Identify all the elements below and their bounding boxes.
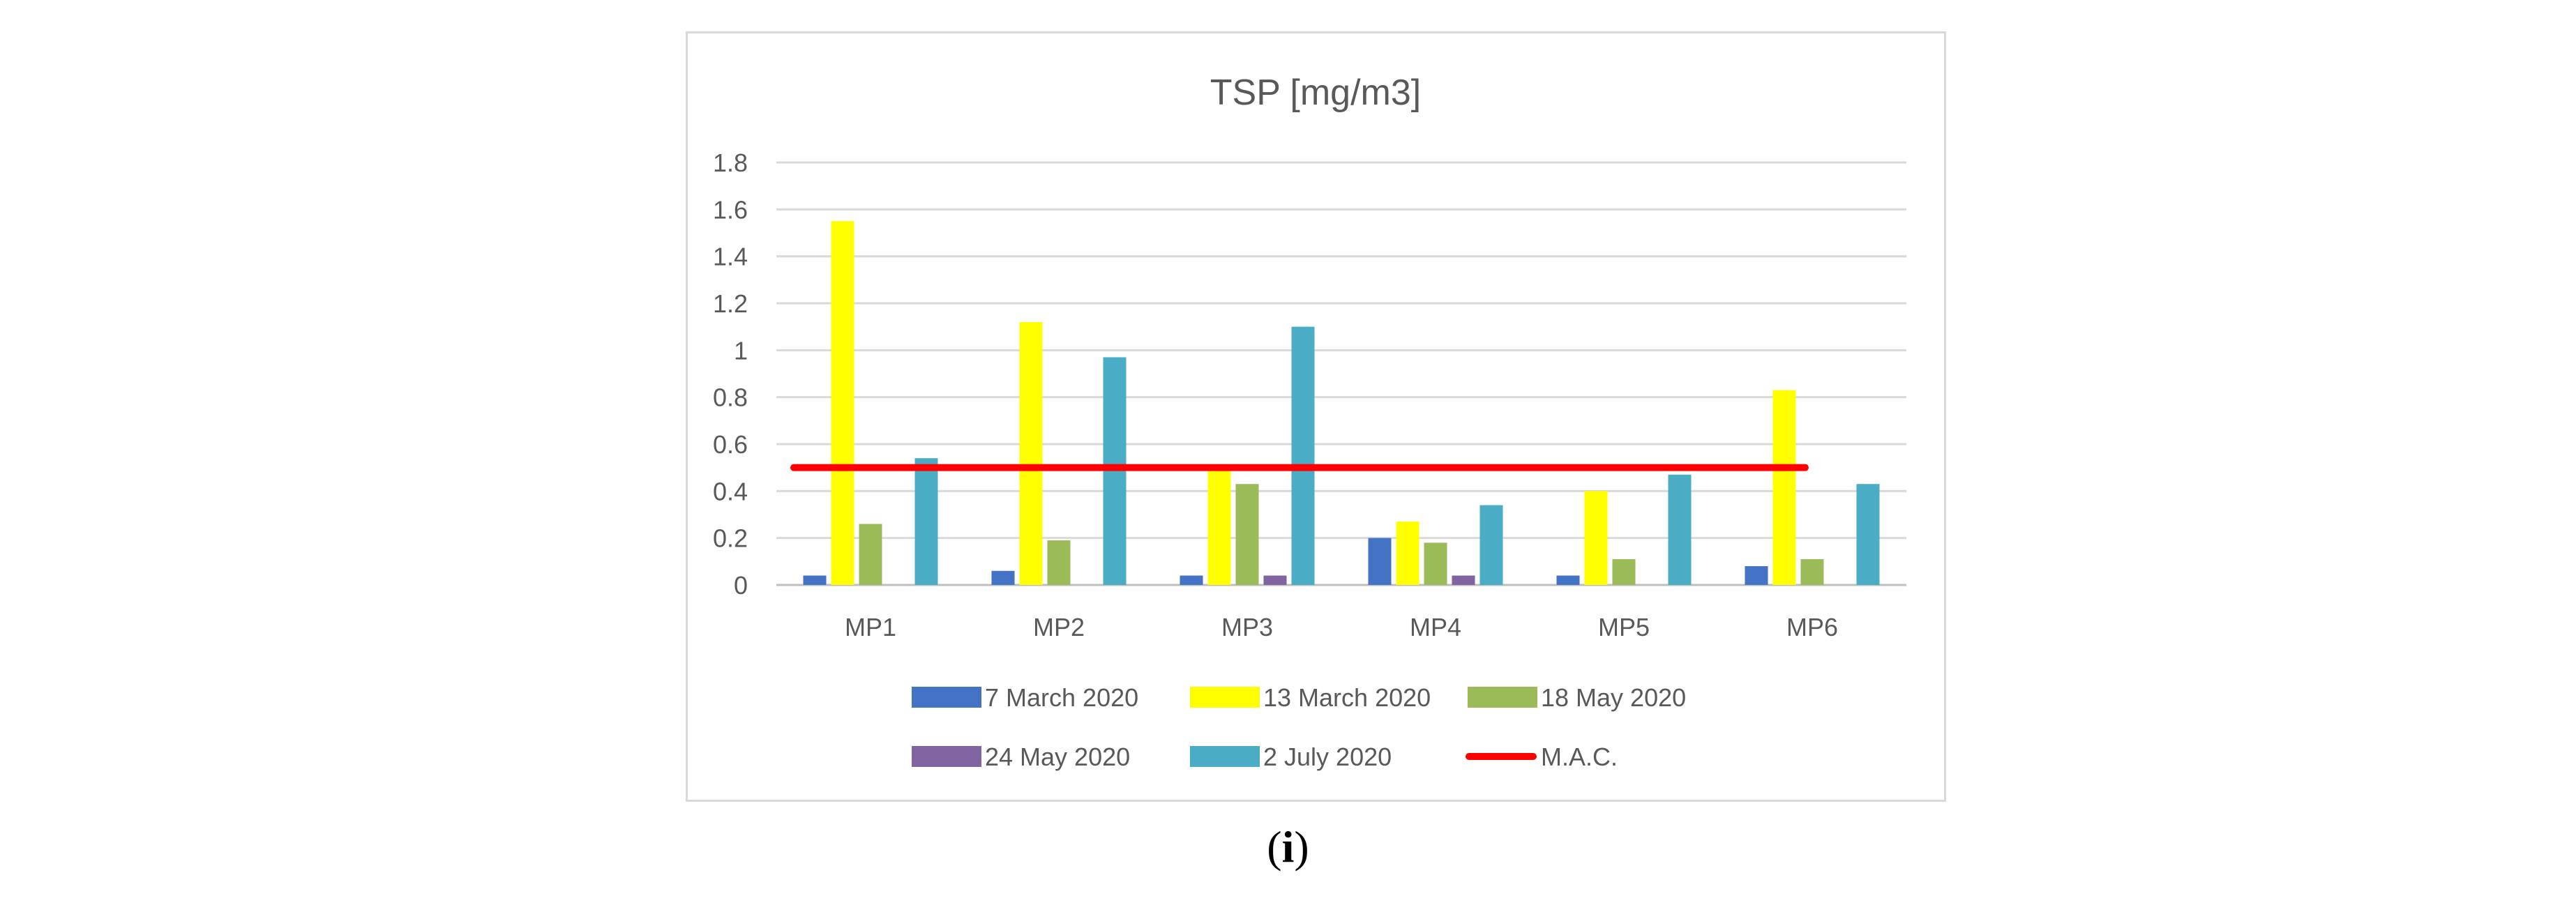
legend-label: 2 July 2020 bbox=[1263, 743, 1392, 771]
y-tick-label: 0.8 bbox=[713, 383, 748, 412]
y-tick-label: 0.2 bbox=[713, 524, 748, 553]
legend-swatch bbox=[1468, 687, 1537, 708]
bar bbox=[1745, 566, 1768, 585]
bar bbox=[1291, 326, 1315, 585]
bar bbox=[1047, 540, 1071, 585]
legend-swatch bbox=[1190, 746, 1260, 767]
y-tick-label: 0 bbox=[734, 571, 748, 600]
x-tick-label: MP2 bbox=[1033, 613, 1085, 641]
bar bbox=[1103, 357, 1127, 585]
x-tick-label: MP5 bbox=[1598, 613, 1650, 641]
x-tick-label: MP6 bbox=[1786, 613, 1838, 641]
bar bbox=[1368, 538, 1392, 585]
legend-label: 18 May 2020 bbox=[1541, 683, 1686, 712]
panel-label: (i) bbox=[0, 821, 2576, 873]
bar bbox=[914, 458, 938, 585]
bar bbox=[859, 524, 882, 585]
bar bbox=[1772, 390, 1796, 585]
legend-label: M.A.C. bbox=[1541, 743, 1618, 771]
chart-frame bbox=[686, 31, 1946, 802]
bar bbox=[803, 575, 827, 585]
legend-label: 24 May 2020 bbox=[985, 743, 1130, 771]
y-tick-label: 1 bbox=[734, 336, 748, 365]
y-tick-label: 0.6 bbox=[713, 430, 748, 459]
bar bbox=[1556, 575, 1580, 585]
legend-label: 13 March 2020 bbox=[1263, 683, 1431, 712]
bar bbox=[1396, 522, 1419, 585]
bar bbox=[1424, 542, 1447, 585]
x-tick-label: MP4 bbox=[1410, 613, 1461, 641]
bar bbox=[1479, 505, 1503, 585]
x-tick-label: MP3 bbox=[1221, 613, 1273, 641]
bar bbox=[1612, 558, 1636, 585]
bar bbox=[831, 221, 854, 586]
bar bbox=[1856, 484, 1880, 585]
bar bbox=[1800, 558, 1824, 585]
bar bbox=[1584, 491, 1608, 585]
y-tick-label: 0.4 bbox=[713, 477, 748, 505]
bar bbox=[1180, 575, 1203, 585]
panel-label-close: ) bbox=[1294, 822, 1309, 872]
bar bbox=[1235, 484, 1259, 585]
y-tick-label: 1.2 bbox=[713, 289, 748, 318]
x-tick-label: MP1 bbox=[845, 613, 896, 641]
bar bbox=[1668, 474, 1692, 585]
panel-label-letter: i bbox=[1281, 822, 1295, 872]
chart-title: TSP [mg/m3] bbox=[1210, 73, 1421, 113]
legend-swatch bbox=[912, 746, 981, 767]
bar bbox=[1207, 467, 1231, 585]
legend-label: 7 March 2020 bbox=[985, 683, 1138, 712]
bar bbox=[991, 570, 1015, 585]
y-tick-label: 1.8 bbox=[713, 149, 748, 177]
legend-swatch bbox=[1190, 687, 1260, 708]
bar bbox=[1263, 575, 1287, 585]
y-tick-label: 1.4 bbox=[713, 243, 748, 271]
bar bbox=[1019, 321, 1043, 585]
bar bbox=[1452, 575, 1475, 585]
y-tick-label: 1.6 bbox=[713, 195, 748, 224]
legend-swatch bbox=[912, 687, 981, 708]
panel-label-open: ( bbox=[1267, 822, 1282, 872]
